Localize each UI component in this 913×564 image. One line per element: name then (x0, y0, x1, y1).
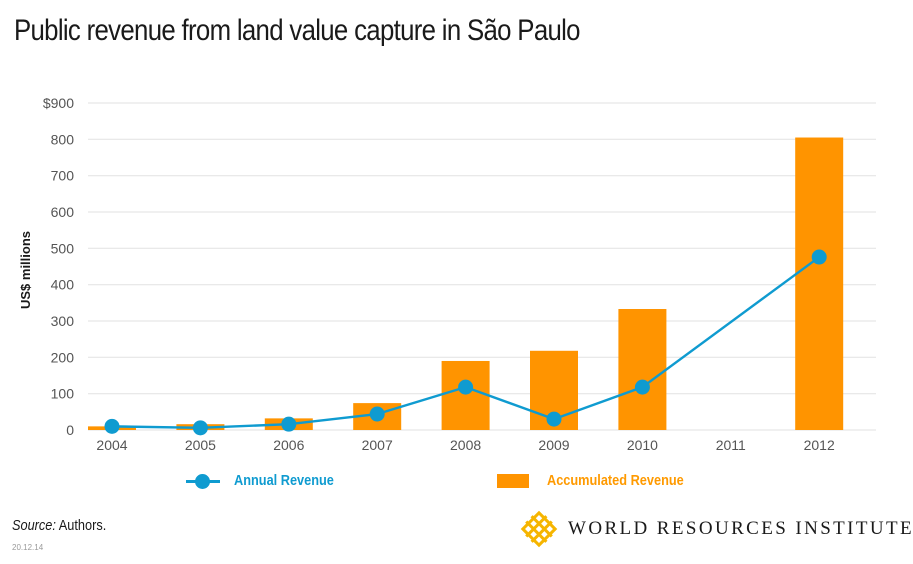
point-2012 (811, 249, 827, 265)
legend-item-annual: Annual Revenue (186, 472, 352, 489)
point-2009 (546, 411, 562, 427)
annual-revenue-line (111, 256, 820, 430)
chart-title: Public revenue from land value capture i… (14, 14, 581, 47)
bar-2008 (441, 360, 490, 430)
x-tick-label: 2011 (716, 437, 746, 453)
y-axis-ticks: 0 100 200 300 400 500 600 700 800 $900 (43, 95, 74, 438)
x-tick-label: 2010 (627, 437, 658, 453)
point-2008 (458, 379, 474, 395)
wri-lattice-icon (520, 510, 558, 548)
bar-2010 (618, 309, 667, 430)
y-axis-label: US$ millions (18, 231, 33, 309)
source-prefix: Source: (12, 517, 56, 534)
bar-swatch-icon (497, 473, 529, 488)
line-marker-icon (186, 473, 220, 489)
point-2004 (104, 418, 120, 434)
x-tick-label: 2008 (450, 437, 481, 453)
annual-line (104, 249, 827, 436)
x-tick-label: 2006 (273, 437, 304, 453)
y-tick-label: 0 (66, 422, 74, 438)
point-2007 (369, 406, 385, 422)
x-axis-ticks: 2004 2005 2006 2007 2008 2009 2010 2011 2012 (96, 437, 835, 453)
x-tick-label: 2009 (538, 437, 569, 453)
x-tick-label: 2007 (362, 437, 393, 453)
y-tick-label: 800 (51, 131, 75, 147)
legend-label-accumulated: Accumulated Revenue (547, 472, 684, 489)
legend-item-accumulated: Accumulated Revenue (497, 472, 708, 489)
x-tick-label: 2012 (804, 437, 835, 453)
point-2005 (192, 420, 208, 436)
bar-2012 (795, 137, 844, 430)
x-tick-label: 2005 (185, 437, 216, 453)
point-2006 (281, 416, 297, 432)
source-text: Authors. (55, 517, 107, 534)
legend-label-annual: Annual Revenue (234, 472, 334, 489)
y-tick-label: 700 (51, 168, 75, 184)
x-tick-label: 2004 (96, 437, 127, 453)
y-tick-label: $900 (43, 95, 74, 111)
wri-logo-text: WORLD RESOURCES INSTITUTE (568, 518, 913, 539)
y-tick-label: 400 (51, 277, 75, 293)
date-stamp: 20.12.14 (12, 543, 44, 552)
source-note: Source: Authors. (12, 517, 106, 534)
y-tick-label: 200 (51, 349, 75, 365)
y-tick-label: 100 (51, 386, 75, 402)
y-tick-label: 500 (51, 240, 75, 256)
y-tick-label: 300 (51, 313, 75, 329)
wri-logo: WORLD RESOURCES INSTITUTE (520, 510, 913, 548)
y-tick-label: 600 (51, 204, 75, 220)
point-2010 (634, 379, 650, 395)
